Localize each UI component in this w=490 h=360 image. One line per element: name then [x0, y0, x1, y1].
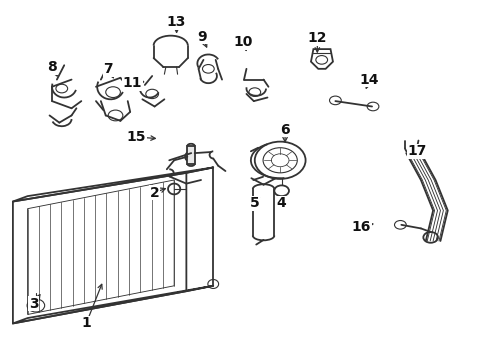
Text: 16: 16	[352, 220, 371, 234]
Text: 4: 4	[277, 196, 287, 210]
Text: 8: 8	[47, 60, 57, 74]
Text: 3: 3	[29, 297, 39, 311]
Text: 11: 11	[123, 76, 143, 90]
Text: 17: 17	[407, 144, 427, 158]
Text: 5: 5	[250, 196, 260, 210]
Text: 1: 1	[81, 316, 91, 330]
Text: 13: 13	[167, 15, 186, 29]
Text: 14: 14	[360, 73, 379, 87]
Text: 10: 10	[234, 35, 253, 49]
Text: 6: 6	[280, 123, 290, 137]
Text: 9: 9	[197, 30, 207, 44]
Text: 12: 12	[308, 31, 327, 45]
Polygon shape	[187, 146, 195, 164]
Text: 15: 15	[127, 130, 147, 144]
Text: 7: 7	[103, 62, 113, 76]
Text: 2: 2	[150, 185, 159, 199]
